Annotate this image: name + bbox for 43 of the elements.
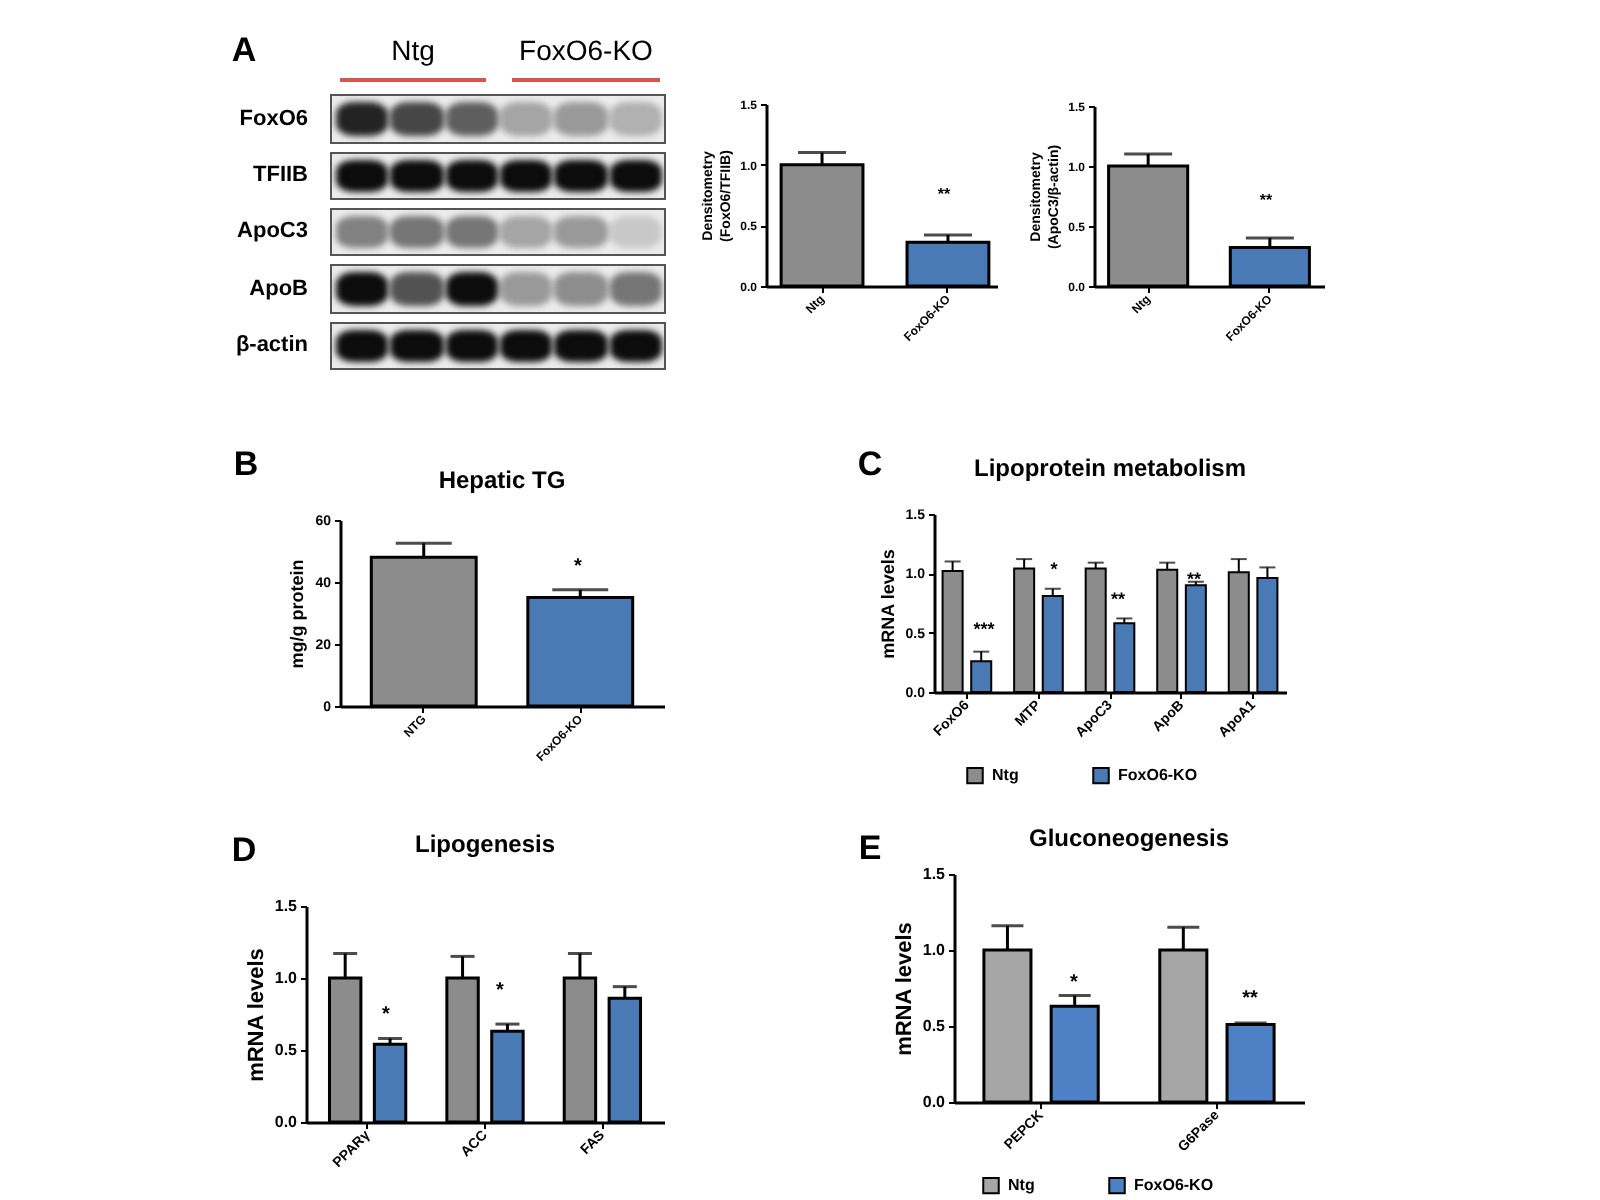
annotation: ** — [1186, 568, 1202, 589]
legend-label: FoxO6-KO — [1118, 765, 1198, 784]
y-tick-label: 0.5 — [922, 1017, 947, 1035]
text: C — [857, 445, 883, 483]
annotation: ** — [1259, 191, 1273, 210]
y-tick-label: 0.0 — [922, 1093, 947, 1111]
category-label: Ntg — [391, 34, 435, 66]
y-tick-label: 1.5 — [274, 897, 299, 915]
y-tick-label: 1.0 — [274, 969, 299, 987]
y-axis-title: mRNA levels — [892, 922, 917, 1056]
text: B — [233, 445, 259, 483]
annotation: *** — [973, 618, 995, 639]
text: D — [231, 831, 257, 869]
legend-label: FoxO6-KO — [1134, 1175, 1214, 1194]
y-axis-title: mg/g protein — [287, 559, 308, 669]
y-axis-title: mRNA levels — [244, 948, 269, 1082]
annotation: * — [496, 980, 504, 1002]
chart-title: Lipoprotein metabolism — [973, 454, 1247, 482]
y-axis-title: mRNA levels — [877, 549, 898, 659]
annotation: * — [574, 556, 582, 578]
category-label: FoxO6 — [239, 106, 308, 130]
text: A — [231, 31, 257, 69]
y-tick-label: 1.0 — [922, 941, 947, 959]
category-label: TFIIB — [253, 163, 308, 187]
y-tick-label: 1.5 — [922, 865, 947, 883]
category-label: ApoC3 — [237, 219, 308, 243]
annotation: * — [1070, 972, 1078, 994]
annotation: * — [382, 1004, 390, 1026]
y-tick-label: 0.5 — [274, 1041, 299, 1059]
category-label: ApoB — [249, 276, 308, 300]
y-tick-label: 0.0 — [274, 1113, 299, 1131]
category-label: β-actin — [235, 333, 308, 357]
annotation: ** — [937, 185, 951, 204]
annotation: * — [1050, 558, 1058, 579]
annotation: ** — [1242, 988, 1258, 1010]
chart-title: Hepatic TG — [438, 466, 566, 494]
annotation: ** — [1110, 588, 1126, 609]
chart-title: Lipogenesis — [414, 830, 556, 858]
legend-label: Ntg — [1008, 1175, 1035, 1194]
text: E — [858, 829, 882, 867]
category-label: FoxO6-KO — [519, 34, 653, 66]
legend-label: Ntg — [992, 765, 1019, 784]
chart-title: Gluconeogenesis — [1028, 824, 1230, 852]
